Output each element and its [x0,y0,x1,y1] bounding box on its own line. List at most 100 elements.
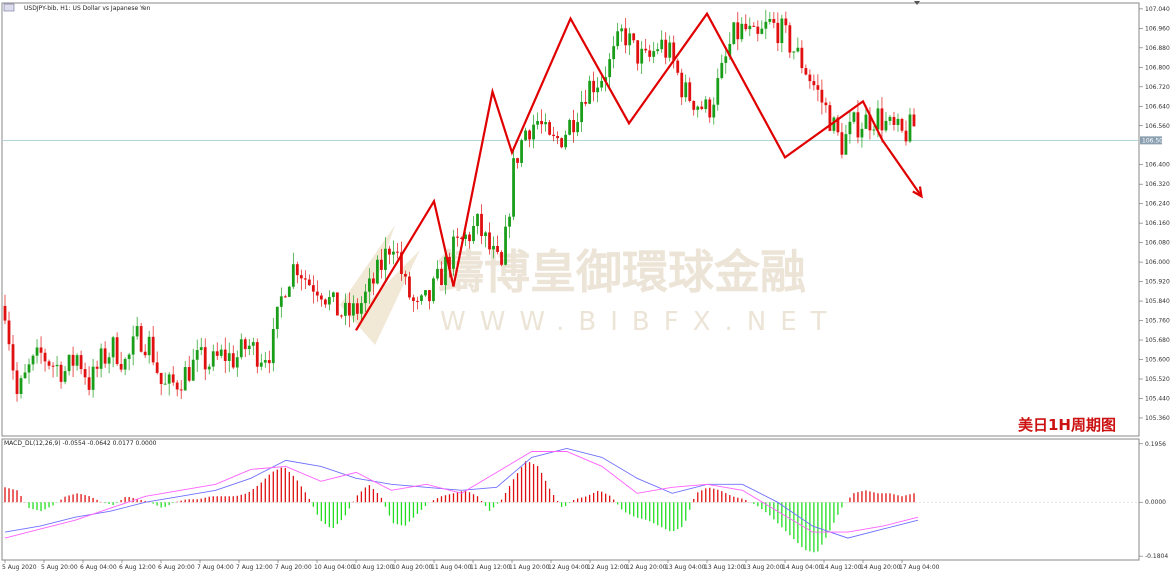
candle-body [275,306,279,329]
candle-body [536,120,539,125]
candle-body [824,102,828,106]
candle-body [363,291,367,304]
candle-body [912,114,916,127]
candle-body [231,353,235,368]
candle-body [492,245,495,250]
candle-body [295,264,299,276]
candle-body [239,339,243,358]
price-axis-tick-label: 106.160 [1145,220,1170,227]
candle-body [472,225,475,242]
candle-body [788,25,792,53]
main-title: USDJPY-bib, H1: US Dollar vs Japanese Ye… [24,5,151,12]
candle-body [351,303,355,316]
candle-body [303,278,307,280]
candle-body [504,226,507,265]
candle-body [532,124,535,140]
candle-body [640,48,644,64]
candle-body [604,77,608,81]
time-axis-tick-label: 7 Aug 20:00 [275,564,312,571]
candle-body [880,108,884,131]
candle-body [596,87,600,93]
price-axis-tick-label: 106.000 [1145,259,1170,266]
candle-body [203,347,207,370]
candle-body [311,285,315,292]
price-axis-tick-label: 106.320 [1145,181,1170,188]
candle-body [187,367,191,381]
candle-body [752,25,756,27]
scroll-marker-icon[interactable] [914,1,920,5]
candle-body [800,47,804,69]
candle-body [440,268,443,286]
candle-body [764,21,768,29]
candle-body [175,382,179,390]
candle-body [35,347,39,356]
candle-body [564,134,568,148]
macd-title: MACD_DL(12,26,9) -0.0554 -0.0642 0.0177 … [4,440,157,447]
candle-body [123,359,127,370]
candle-body [215,351,219,356]
candle-body [560,138,564,148]
candle-body [404,273,407,277]
candle-body [816,85,820,90]
candle-body [259,362,263,367]
candle-body [716,78,720,105]
candle-body [151,336,155,363]
candle-body [103,348,107,364]
candle-body [852,112,856,122]
candle-body [424,290,427,296]
candle-body [191,359,195,381]
candle-body [760,28,764,34]
candle-body [628,33,632,46]
candle-body [456,236,459,238]
time-axis-tick-label: 14 Aug 12:00 [821,564,862,571]
candle-body [740,23,744,40]
macd-axis-tick-label: -0.1804 [1145,553,1168,560]
candle-body [616,31,620,47]
candle-body [488,232,491,250]
chart-menu-icon[interactable] [3,3,15,12]
candle-body [3,305,7,321]
time-axis-tick-label: 13 Aug 20:00 [743,564,784,571]
candle-body [612,46,616,60]
candle-body [872,129,876,131]
candle-body [808,74,812,82]
candle-body [267,360,271,364]
candle-body [91,366,95,390]
candle-body [860,128,864,138]
candle-body [271,328,275,364]
candle-body [444,256,447,286]
macd-panel [3,448,1139,553]
candle-body [343,302,347,316]
candle-body [27,364,31,373]
candle-body [39,347,43,353]
candle-body [223,349,227,361]
price-axis-tick-label: 105.520 [1145,376,1170,383]
macd-axis-tick-label: 0.1956 [1145,441,1166,448]
candle-body [432,278,435,302]
price-axis-tick-label: 105.600 [1145,357,1170,364]
candle-body [908,114,912,142]
time-axis-tick-label: 10 Aug 12:00 [353,564,394,571]
candle-body [780,18,784,44]
candle-body [608,59,612,78]
candle-body [59,364,63,382]
candle-body [199,347,203,351]
candle-body [335,292,339,316]
candle-body [692,100,696,110]
candle-body [900,118,904,131]
candle-body [812,81,816,86]
time-axis-tick-label: 14 Aug 20:00 [860,564,901,571]
candle-body [632,33,636,41]
candle-body [684,82,688,98]
candle-body [299,275,303,279]
price-axis-tick-label: 107.040 [1145,6,1170,13]
candle-body [107,357,111,364]
candle-body [384,248,387,270]
candle-body [147,336,151,356]
zigzag-line [355,11,884,331]
candle-body [864,114,868,129]
chart-annotation: 美日1H周期图 [1018,416,1116,434]
candle-body [468,234,471,242]
watermark-logo [340,225,420,345]
